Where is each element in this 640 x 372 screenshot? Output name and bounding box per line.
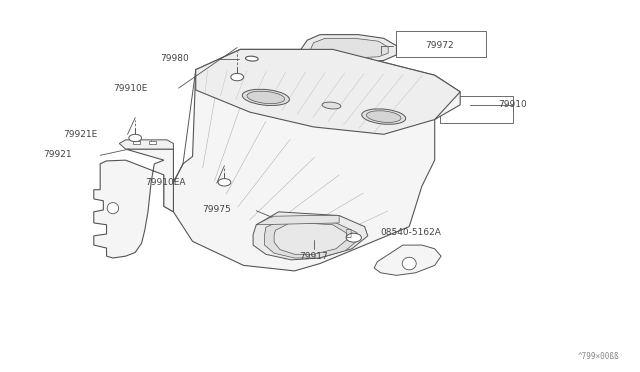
Polygon shape — [253, 212, 368, 260]
Polygon shape — [374, 245, 441, 275]
Circle shape — [346, 233, 362, 242]
Polygon shape — [274, 222, 347, 254]
Text: 79910E: 79910E — [113, 84, 148, 93]
Text: 79980: 79980 — [161, 54, 189, 63]
Bar — [440, 96, 513, 123]
Polygon shape — [301, 35, 396, 62]
Polygon shape — [264, 220, 358, 258]
Text: 79972: 79972 — [425, 41, 454, 50]
Circle shape — [231, 73, 244, 81]
Text: 79921E: 79921E — [63, 130, 97, 139]
Polygon shape — [173, 49, 460, 271]
Text: ^799×00ßß: ^799×00ßß — [578, 352, 620, 361]
Ellipse shape — [107, 203, 118, 214]
Bar — [149, 141, 156, 144]
Polygon shape — [164, 175, 173, 212]
Text: 79910EA: 79910EA — [146, 178, 186, 187]
Ellipse shape — [322, 102, 341, 109]
Polygon shape — [256, 215, 339, 225]
Circle shape — [218, 179, 231, 186]
Text: 79910: 79910 — [499, 100, 527, 109]
Bar — [133, 141, 140, 144]
Ellipse shape — [243, 89, 289, 106]
Ellipse shape — [246, 56, 258, 61]
Ellipse shape — [247, 91, 285, 104]
Text: 08540-5162A: 08540-5162A — [381, 228, 442, 237]
Circle shape — [129, 134, 141, 142]
Ellipse shape — [367, 111, 401, 122]
Bar — [396, 31, 486, 57]
Ellipse shape — [362, 109, 406, 124]
Text: 79921: 79921 — [43, 150, 72, 159]
Polygon shape — [119, 140, 173, 149]
Text: 79975: 79975 — [202, 205, 231, 215]
Polygon shape — [310, 38, 388, 58]
Ellipse shape — [402, 257, 416, 270]
Text: 79917: 79917 — [300, 252, 328, 262]
Polygon shape — [94, 149, 173, 258]
Polygon shape — [196, 49, 460, 134]
Text: Ⓢ: Ⓢ — [346, 227, 351, 237]
